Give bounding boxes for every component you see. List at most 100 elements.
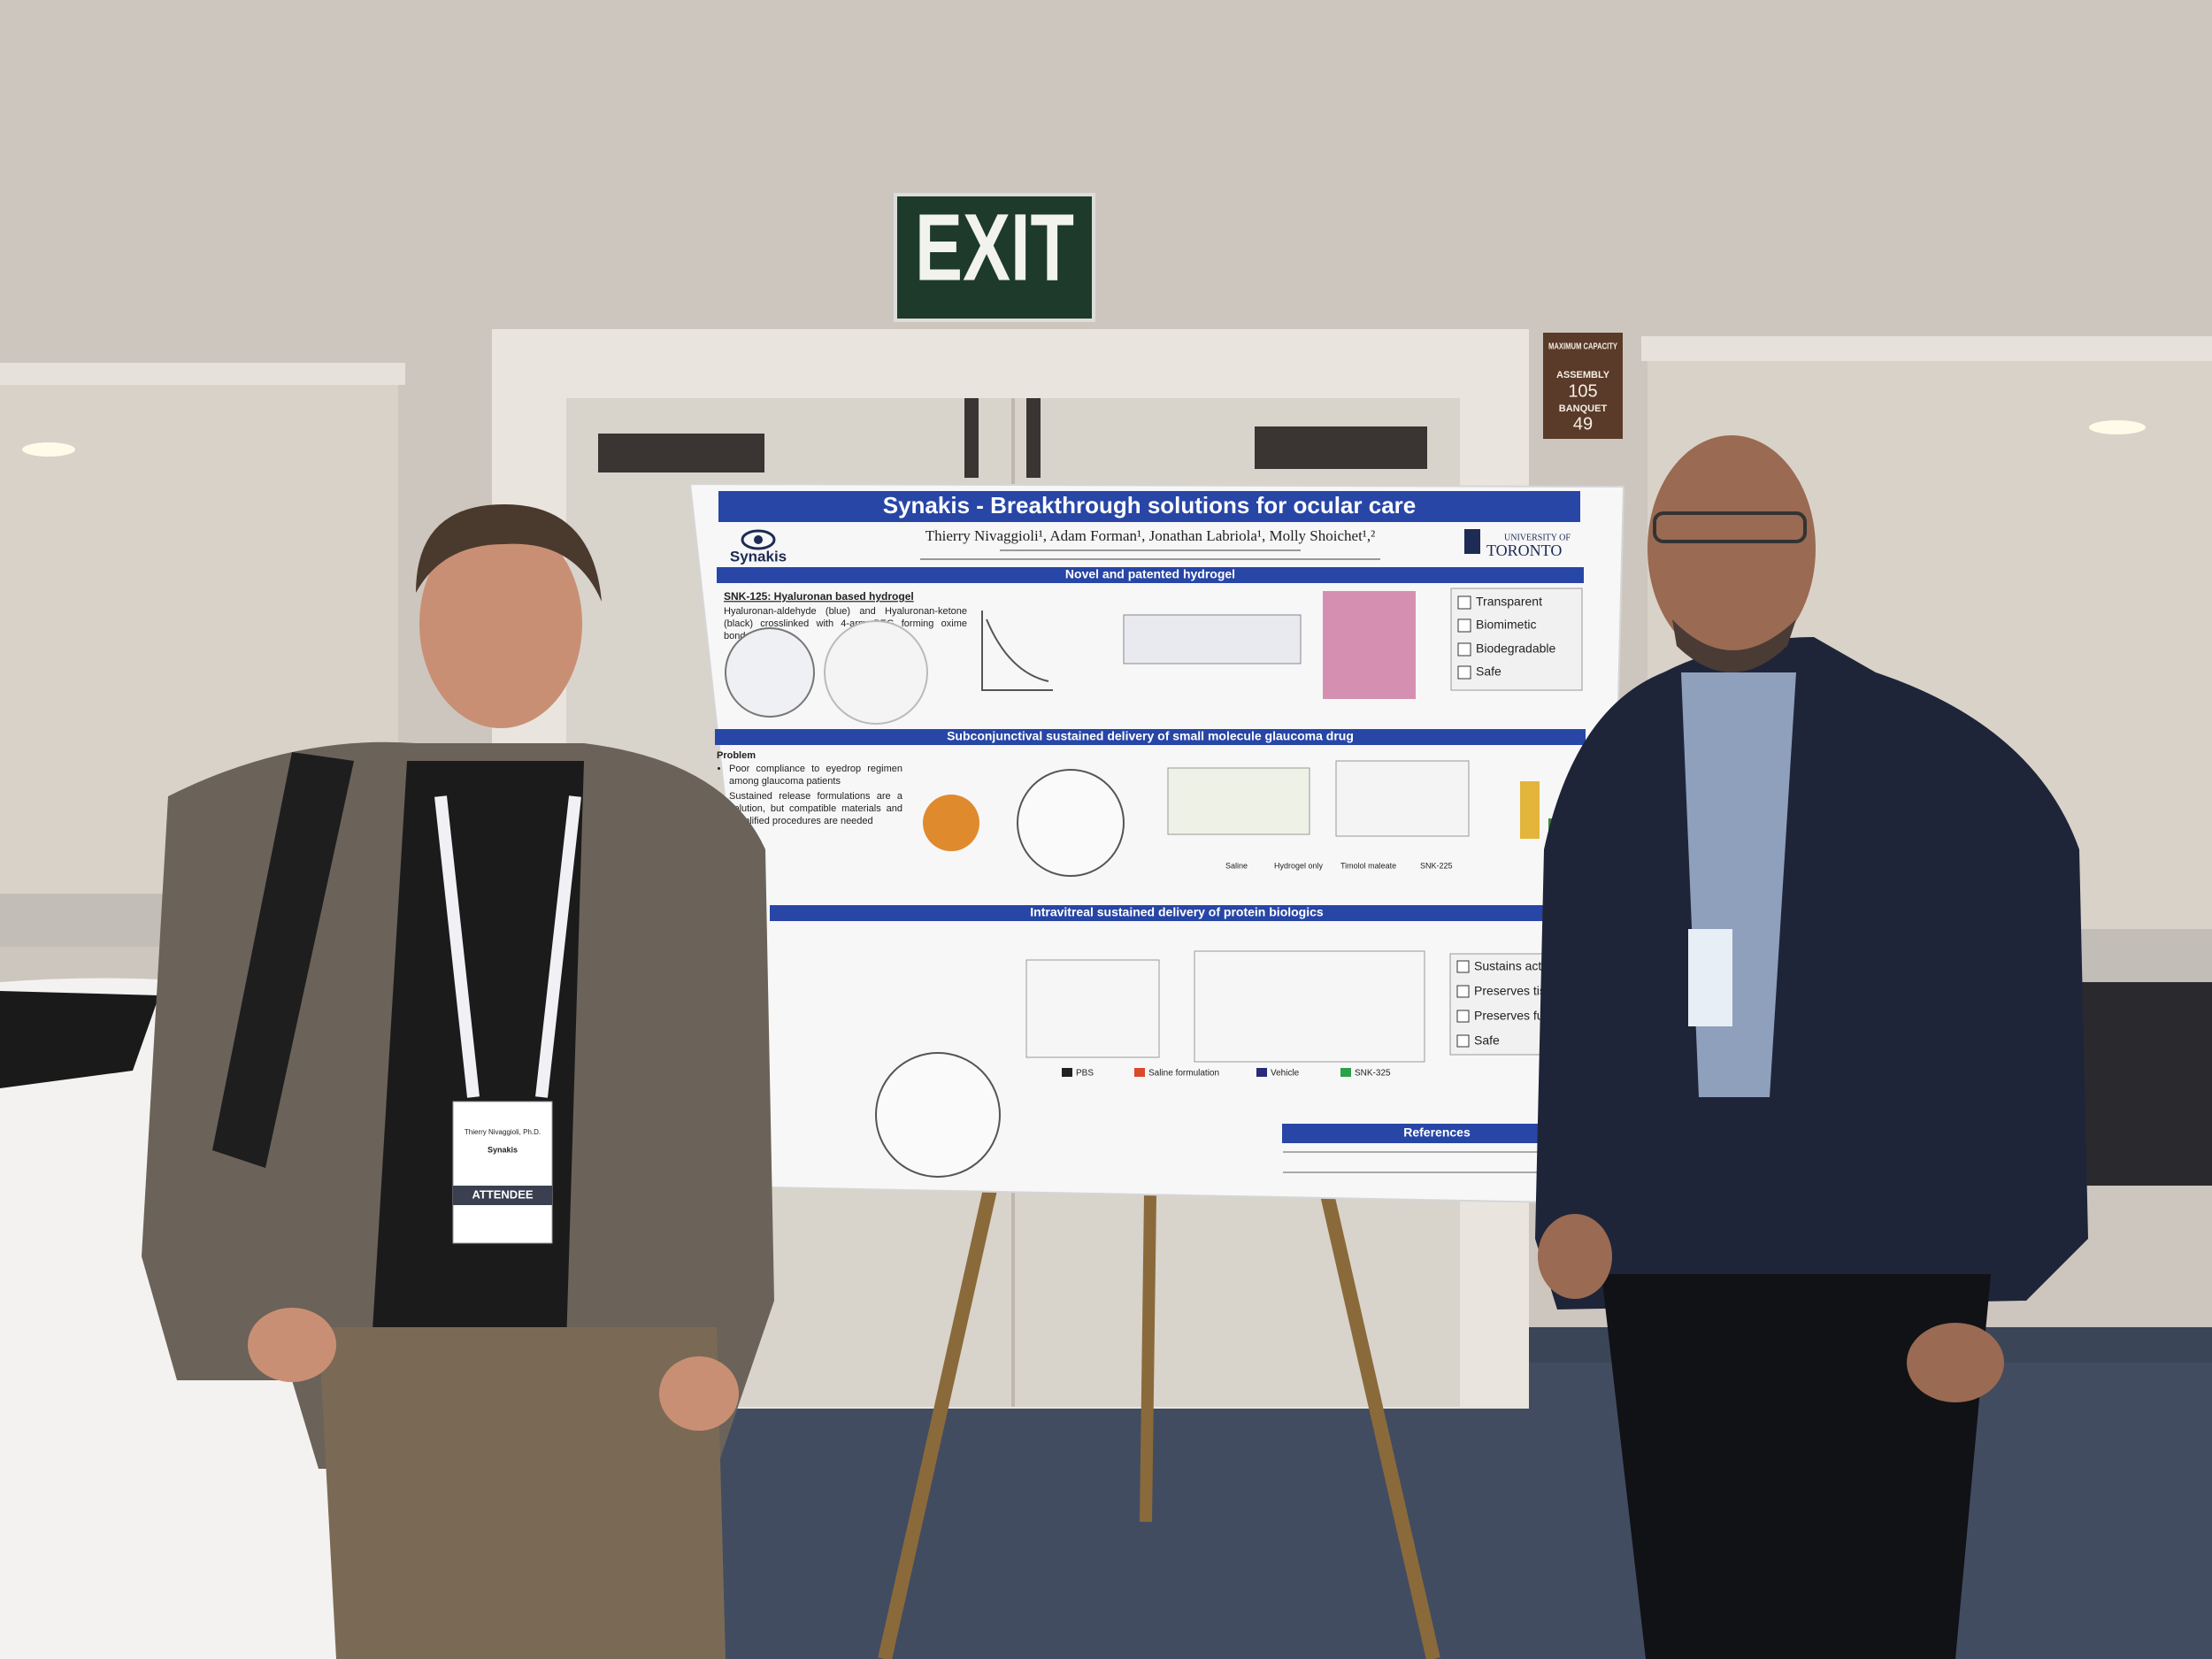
pants [1601,1274,1991,1659]
poster-title: Synakis - Breakthrough solutions for ocu… [883,492,1416,518]
legend-item: SNK-225 [1420,861,1453,870]
backpack-strap [212,752,354,1168]
body-text: Hyaluronan-aldehyde (blue) and Hyalurona… [724,606,967,641]
capacity-label: BANQUET [1559,403,1608,414]
legend-swatch [1062,1068,1072,1077]
bullet: Poor compliance to eyedrop regimen among… [729,763,902,787]
capacity-sign [1543,333,1623,439]
exit-sign [894,193,1095,322]
chart-activity [1025,959,1160,1058]
legend-swatch [1134,1068,1145,1077]
badge-band [453,1186,552,1205]
door-closer [1255,426,1427,469]
section-bar [770,905,1586,921]
capacity-number: 105 [1568,381,1597,401]
problem-label: Problem [717,750,756,761]
legend-item: Saline [1225,861,1248,870]
hydrogel-diagram [725,627,815,718]
door-closer [598,434,764,472]
logo-eye [741,529,776,550]
logo-text: Synakis [730,548,787,565]
checkbox [1456,1010,1470,1023]
legend-swatch [1256,1068,1267,1077]
hydrogel-diagram [1017,769,1125,877]
chart-b [1123,614,1302,664]
checklist-item: Transparent [1476,595,1542,609]
hand [1538,1214,1612,1299]
door-hardware [964,398,979,478]
logo-pupil [754,535,763,544]
eye-drawing [923,795,979,851]
head [419,519,582,728]
pants [319,1327,726,1659]
legend-swatch [1340,1068,1351,1077]
chart-iop-time [1335,760,1470,837]
alcove-trim [1641,336,2212,361]
beard [1672,619,1796,672]
subheading: SNK-125: Hyaluronan based hydrogel [724,590,914,603]
exit-text: EXIT [915,194,1074,301]
legend-item: Vehicle [1271,1069,1300,1079]
easel-leg [878,1184,998,1659]
hand [659,1356,739,1431]
easel-leg [1140,1194,1156,1523]
checkbox [1456,960,1470,973]
chart-iop [1167,767,1310,835]
badge-role: ATTENDEE [472,1187,533,1201]
section-bar [717,567,1584,583]
legend-item: Timolol maleate [1340,861,1396,870]
checklist-item: Biomimetic [1476,618,1536,632]
checklist-item: Biodegradable [1476,641,1556,656]
paragraph: Hyaluronan-aldehyde (blue) and Hyalurona… [724,606,967,641]
capacity-label: ASSEMBLY [1556,370,1610,380]
section-heading: Subconjunctival sustained delivery of sm… [947,729,1354,743]
lanyard [434,795,581,1098]
legend-item: SNK-325 [1355,1069,1391,1079]
checkbox [1457,665,1471,680]
counter [2062,929,2212,982]
title-bar [718,491,1580,522]
door-hardware [1026,398,1041,478]
chart-onl [1194,950,1425,1063]
badge-name: Thierry Nivaggioli, Ph.D. [465,1128,541,1136]
checkbox [1457,618,1471,633]
hydrogel-diagram [875,1052,1001,1178]
hydrogel-diagram [824,620,928,725]
hand [248,1308,336,1382]
legend-item: Hydrogel only [1274,861,1324,870]
chart-a [981,611,1053,691]
cabinet [2062,982,2212,1186]
badge-company: Synakis [488,1145,518,1154]
references-heading: References [1403,1125,1471,1140]
references-bar [1282,1124,1592,1143]
head [1647,435,1816,662]
section-heading: Intravitreal sustained delivery of prote… [1030,905,1324,919]
glasses [1653,511,1807,543]
hand [1907,1323,2004,1402]
bullets: Poor compliance to eyedrop regimen among… [717,763,902,827]
ceiling-light [22,442,75,457]
university-line1: UNIVERSITY OF [1504,533,1571,542]
legend-item: PBS [1076,1069,1094,1079]
checklist-item: Safe [1474,1033,1500,1048]
capacity-number: 49 [1573,414,1593,434]
black-bag [0,991,159,1088]
chart-bar [1520,781,1540,839]
bullet: Sustained release formulations are a sol… [729,790,902,827]
badge [1688,929,1732,1026]
university-crest [1464,529,1480,554]
histology-image [1323,591,1416,699]
section-bar [715,729,1586,745]
bullet-list: Poor compliance to eyedrop regimen among… [717,763,902,833]
authors: Thierry Nivaggioli¹, Adam Forman¹, Jonat… [926,527,1375,544]
jacket [1535,637,2088,1310]
university-line2: TORONTO [1486,541,1562,559]
badge [452,1101,553,1244]
checklist-box [1450,588,1583,691]
checkbox [1456,985,1470,998]
checklist-item: Safe [1476,664,1502,679]
alcove-trim [0,363,405,385]
section-heading: Novel and patented hydrogel [1065,567,1235,581]
